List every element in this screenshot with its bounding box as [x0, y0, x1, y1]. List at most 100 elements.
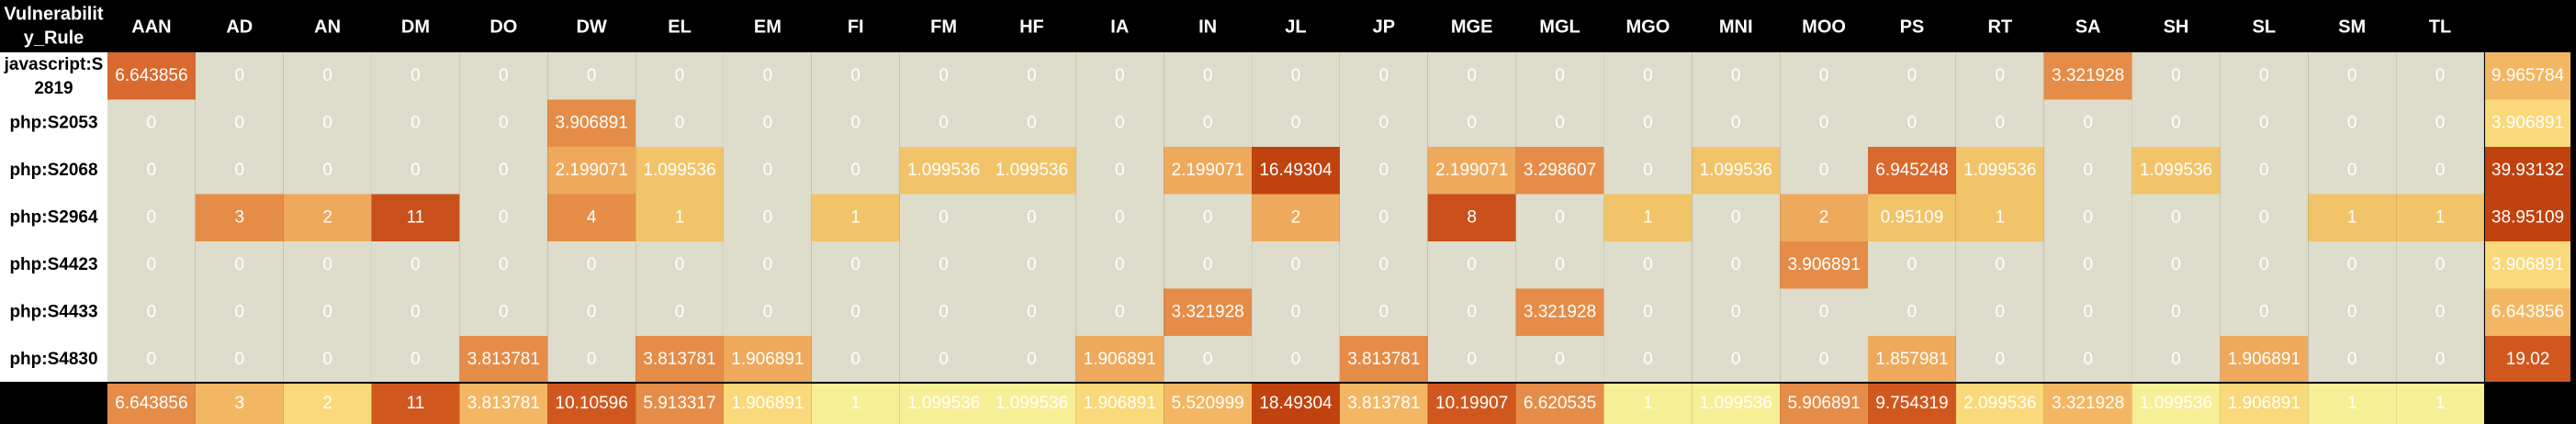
heatmap-cell: [107, 288, 196, 336]
heatmap-cell: [1252, 99, 1340, 147]
row-label-cell: [0, 241, 107, 289]
cell-value: 0: [1203, 207, 1213, 227]
heatmap-cell: [1692, 52, 1781, 100]
cell-value: 0: [675, 113, 685, 132]
column-header-jl: JL: [1285, 17, 1306, 37]
heatmap-cell: [283, 147, 372, 195]
heatmap-cell: [636, 99, 724, 147]
heatmap-cell: [1427, 288, 1516, 336]
column-header-an: AN: [314, 17, 341, 37]
cell-value: 0: [147, 302, 157, 321]
heatmap-cell: [107, 52, 196, 100]
row-total-cell: [2485, 194, 2570, 241]
cell-value: 0: [147, 255, 157, 274]
heatmap-cell: [2220, 241, 2309, 289]
heatmap-cell: [459, 241, 548, 289]
heatmap-cell: [2308, 336, 2397, 384]
heatmap-cell: [1252, 241, 1340, 289]
column-header-mgl: MGL: [1539, 17, 1580, 37]
cell-value: 1.099536: [1963, 161, 2036, 180]
heatmap-cell: [459, 288, 548, 336]
heatmap-cell: [371, 147, 460, 195]
cell-value: 0: [1819, 113, 1829, 132]
cell-value: 0: [2083, 350, 2093, 369]
column-header-fm: FM: [930, 17, 957, 37]
column-header-jp: JP: [1373, 17, 1395, 37]
column-total-value: 1.906891: [2228, 394, 2300, 413]
heatmap-cell: [2308, 288, 2397, 336]
heatmap-cell: [636, 194, 724, 241]
heatmap-cell: [1692, 194, 1781, 241]
heatmap-cell: [2308, 99, 2397, 147]
heatmap-cell: [1868, 194, 1956, 241]
heatmap-cell: [1780, 336, 1868, 384]
column-total-cell: [195, 384, 284, 424]
row-label-cell: [0, 336, 107, 384]
heatmap-cell: [2132, 241, 2221, 289]
column-total-cell: [547, 384, 636, 424]
cell-value: 0: [411, 255, 421, 274]
cell-value: 0: [2171, 66, 2181, 85]
heatmap-cell: [1339, 336, 1428, 384]
cell-value: 0: [2171, 255, 2181, 274]
heatmap-cell: [1075, 52, 1164, 100]
cell-value: 0: [1291, 302, 1301, 321]
heatmap-cell: [283, 241, 372, 289]
cell-value: 0: [1027, 350, 1037, 369]
heatmap-cell: [1868, 288, 1956, 336]
heatmap-cell: [195, 194, 284, 241]
heatmap-cell: [371, 288, 460, 336]
cell-value: 0: [1203, 255, 1213, 274]
heatmap-cell: [2220, 52, 2309, 100]
cell-value: 0: [2347, 350, 2357, 369]
heatmap-cell: [195, 147, 284, 195]
column-header-hf: HF: [1019, 17, 1044, 37]
heatmap-cell: [547, 241, 636, 289]
column-gap: [2483, 99, 2485, 147]
cell-value: 3.906891: [1787, 255, 1860, 274]
cell-value: 3.321928: [2052, 66, 2124, 85]
row-total-value: 3.906891: [2492, 255, 2564, 274]
cell-value: 0: [939, 255, 949, 274]
row-total-cell: [2485, 241, 2570, 289]
cell-value: 0: [1995, 302, 2005, 321]
column-gap: [2483, 147, 2485, 195]
cell-value: 2.199071: [1172, 161, 1244, 180]
column-gap: [2483, 336, 2485, 384]
heatmap-cell: [371, 194, 460, 241]
cell-value: 0: [2259, 302, 2269, 321]
heatmap-cell: [1603, 147, 1693, 195]
heatmap-cell: [1780, 52, 1868, 100]
heatmap-cell: [371, 336, 460, 384]
row-label: php:S2964: [9, 207, 98, 227]
column-total-cell: [987, 384, 1076, 424]
heatmap-cell: [2220, 99, 2309, 147]
heatmap-cell: [1780, 194, 1868, 241]
heatmap-cell: [987, 99, 1076, 147]
heatmap-cell: [1603, 99, 1693, 147]
heatmap-cell: [987, 241, 1076, 289]
row-label: php:S4830: [9, 350, 97, 369]
heatmap-cell: [547, 288, 636, 336]
heatmap-cell: [195, 241, 284, 289]
cell-value: 0: [1379, 302, 1389, 321]
heatmap-cell: [2220, 147, 2309, 195]
column-total-value: 1: [2347, 394, 2357, 413]
cell-value: 1.906891: [1084, 350, 1156, 369]
column-header-mgo: MGO: [1625, 17, 1670, 37]
cell-value: 3.321928: [1172, 302, 1244, 321]
column-total-cell: [1603, 384, 1693, 424]
cell-value: 0: [1731, 113, 1741, 132]
heatmap-cell: [1955, 241, 2044, 289]
heatmap-cell: [987, 52, 1076, 100]
cell-value: 0: [1995, 255, 2005, 274]
cell-value: 0: [234, 113, 244, 132]
heatmap-cell: [2043, 99, 2132, 147]
cell-value: 0: [234, 66, 244, 85]
row-label: php:S4433: [9, 302, 97, 321]
cell-value: 0: [147, 161, 157, 180]
cell-value: 0: [2171, 207, 2181, 227]
heatmap-cell: [1955, 336, 2044, 384]
heatmap-cell: [1252, 52, 1340, 100]
